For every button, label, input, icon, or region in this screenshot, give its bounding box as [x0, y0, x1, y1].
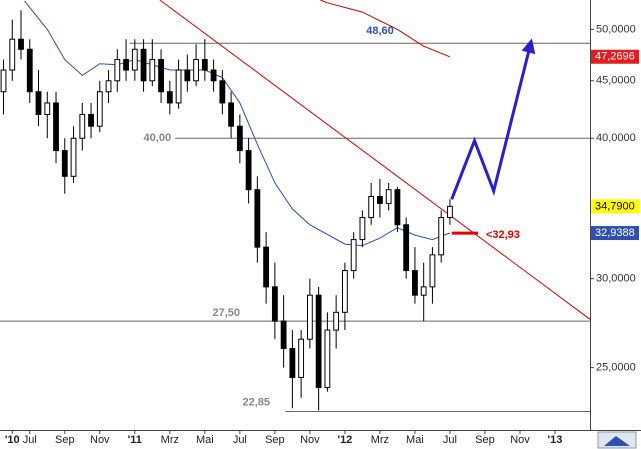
candle-body: [350, 239, 357, 272]
candle-body: [193, 59, 199, 82]
x-tick-label: Nov: [510, 434, 530, 446]
candle-body: [175, 69, 182, 104]
level-label: 27,50: [212, 307, 240, 319]
candle-body: [35, 91, 42, 115]
candle-body: [219, 80, 226, 104]
candle-body: [245, 150, 252, 191]
candle-body: [96, 91, 103, 127]
x-tick-label: '10: [5, 434, 20, 446]
x-tick-label: Mai: [406, 434, 424, 446]
x-tick-label: Nov: [300, 434, 320, 446]
price-tag: [591, 199, 639, 214]
candle-body: [114, 59, 121, 82]
x-tick-label: '11: [128, 434, 142, 446]
candle-body: [61, 150, 68, 177]
overlay-line: [320, 0, 451, 58]
candle-body: [105, 80, 112, 93]
candle-body: [88, 113, 94, 127]
candle-body: [447, 205, 453, 219]
candle-body: [315, 294, 322, 389]
price-tag: [591, 49, 639, 64]
y-tick-label: 30,0000: [596, 273, 636, 285]
price-tag-label: 32,9388: [595, 227, 635, 239]
price-tag: [591, 226, 639, 241]
candle-body: [280, 320, 287, 349]
candle-body: [385, 189, 392, 204]
y-tick-label: 40,0000: [596, 132, 636, 144]
overlay-line: [159, 0, 591, 320]
candle-body: [166, 91, 173, 104]
candle-body: [403, 224, 410, 272]
x-tick-label: Sep: [265, 434, 285, 446]
x-tick-label: Jul: [443, 434, 457, 446]
x-tick-label: Sep: [55, 434, 75, 446]
candle-body: [412, 270, 418, 296]
candle-body: [298, 338, 305, 378]
candle-body: [438, 217, 445, 256]
x-tick-label: Nov: [90, 434, 110, 446]
candle-body: [0, 69, 7, 93]
candle-body: [324, 329, 331, 389]
x-tick-label: Mrz: [161, 434, 179, 446]
candle-body: [429, 254, 436, 288]
candle-body: [201, 59, 208, 71]
candle-body: [149, 59, 156, 82]
y-tick-label: 45,0000: [596, 75, 636, 87]
level-label: 40,00: [144, 132, 172, 144]
candle-body: [263, 246, 270, 288]
candle-body: [359, 217, 366, 241]
corner-icon: [597, 431, 637, 449]
x-tick-label: '12: [337, 434, 352, 446]
level-label: 22,85: [242, 396, 270, 408]
candle-body: [341, 270, 348, 313]
candle-body: [18, 38, 24, 50]
x-tick-label: Sep: [475, 434, 495, 446]
candle-body: [289, 347, 296, 378]
candle-body: [420, 286, 427, 296]
y-tick-label: 50,0000: [596, 23, 636, 35]
candle-body: [184, 69, 191, 82]
x-tick-label: Mrz: [371, 434, 389, 446]
projection-line: [450, 43, 532, 200]
candle-body: [368, 195, 375, 219]
candle-body: [44, 102, 51, 115]
price-tag-label: 47,2696: [595, 51, 635, 63]
candle-body: [271, 286, 278, 322]
candle-body: [333, 311, 340, 331]
level-label: 48,60: [366, 25, 394, 37]
candle-body: [9, 38, 16, 71]
candle-body: [236, 125, 243, 152]
candle-body: [79, 113, 86, 139]
candle-body: [394, 189, 401, 226]
y-tick-label: 25,0000: [596, 362, 636, 374]
candle-body: [158, 59, 164, 93]
overlay-line: [24, 0, 451, 247]
price-tag-label: 34,7900: [595, 200, 635, 212]
candle-body: [140, 48, 147, 82]
candle-body: [131, 48, 138, 71]
candle-body: [70, 137, 77, 177]
support-label: <32,93: [486, 229, 520, 241]
candle-body: [254, 189, 261, 248]
candle-body: [306, 294, 313, 340]
x-tick-label: Mai: [196, 434, 214, 446]
projection-arrowhead: [521, 38, 536, 55]
candle-body: [123, 59, 129, 71]
x-tick-label: Jul: [23, 434, 37, 446]
candle-body: [228, 102, 235, 127]
candle-body: [377, 195, 383, 204]
candle-body: [26, 48, 33, 93]
candle-body: [53, 102, 59, 152]
x-tick-label: '13: [548, 434, 563, 446]
x-tick-label: Jul: [233, 434, 247, 446]
candle-body: [210, 69, 217, 82]
